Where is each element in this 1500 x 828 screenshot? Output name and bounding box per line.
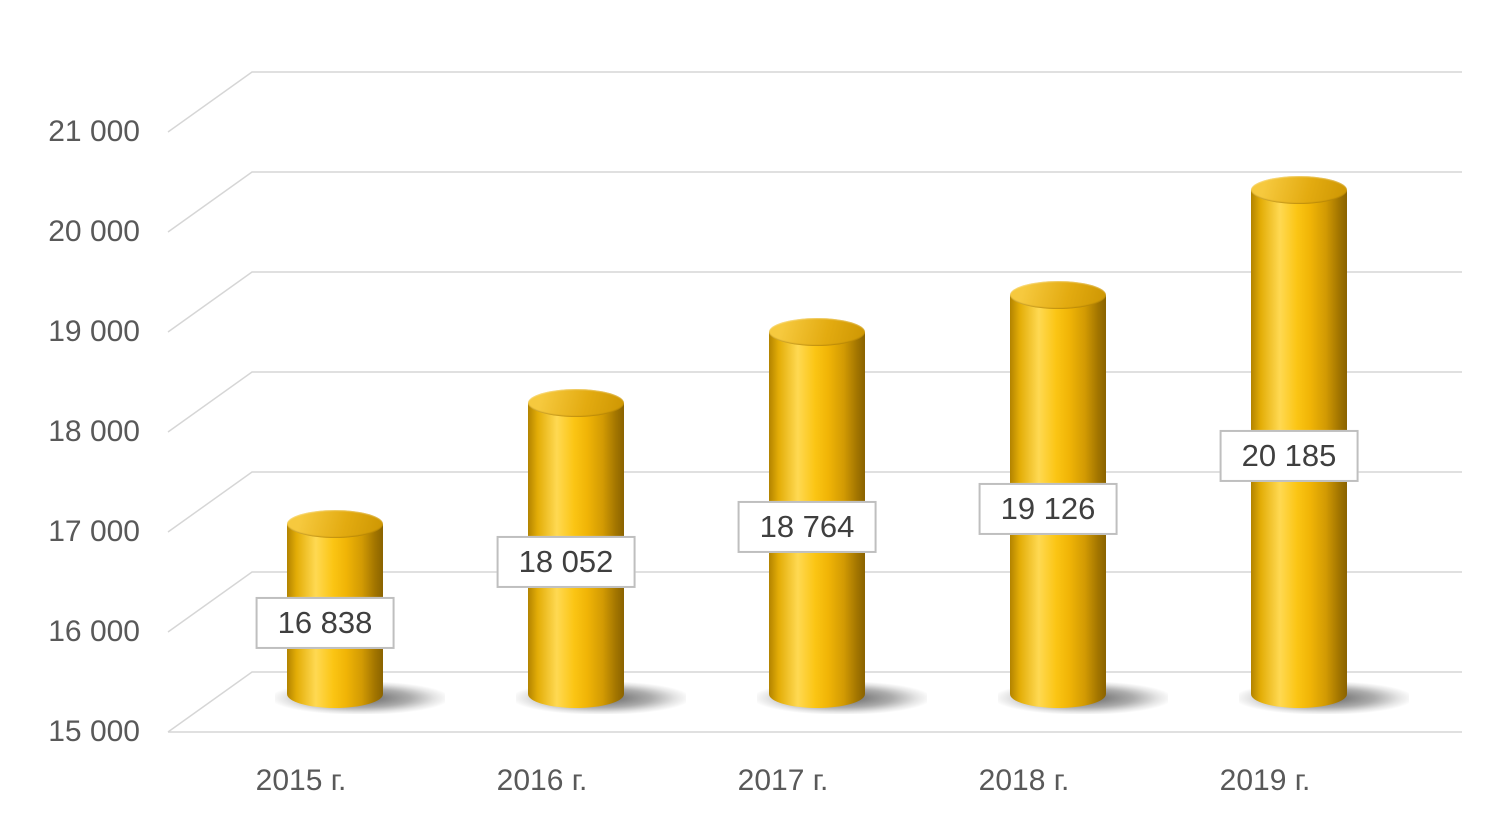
data-label: 20 185 <box>1219 429 1359 482</box>
data-label: 16 838 <box>255 597 395 650</box>
x-axis-label: 2017 г. <box>737 764 829 797</box>
x-axis-label: 2018 г. <box>978 764 1070 797</box>
data-label: 19 126 <box>978 482 1118 535</box>
y-axis-label: 21 000 <box>48 115 140 148</box>
gridline <box>167 171 1462 233</box>
y-axis-label: 19 000 <box>48 315 140 348</box>
y-axis-label: 18 000 <box>48 415 140 448</box>
x-axis-label: 2019 г. <box>1219 764 1311 797</box>
gridline <box>167 71 1462 133</box>
y-axis-label: 16 000 <box>48 615 140 648</box>
x-axis-label: 2016 г. <box>496 764 588 797</box>
y-axis-label: 20 000 <box>48 215 140 248</box>
y-axis-label: 17 000 <box>48 515 140 548</box>
y-axis-label: 15 000 <box>48 715 140 748</box>
bar-cylinder-top <box>1010 281 1106 310</box>
bar-cylinder-top <box>769 317 865 346</box>
bar-cylinder-top <box>528 388 624 417</box>
x-axis-label: 2015 г. <box>255 764 347 797</box>
data-label: 18 052 <box>496 536 636 589</box>
bar-cylinder-top <box>287 510 383 539</box>
data-label: 18 764 <box>737 500 877 553</box>
bar-cylinder-top <box>1251 175 1347 204</box>
gridline <box>167 271 1462 333</box>
